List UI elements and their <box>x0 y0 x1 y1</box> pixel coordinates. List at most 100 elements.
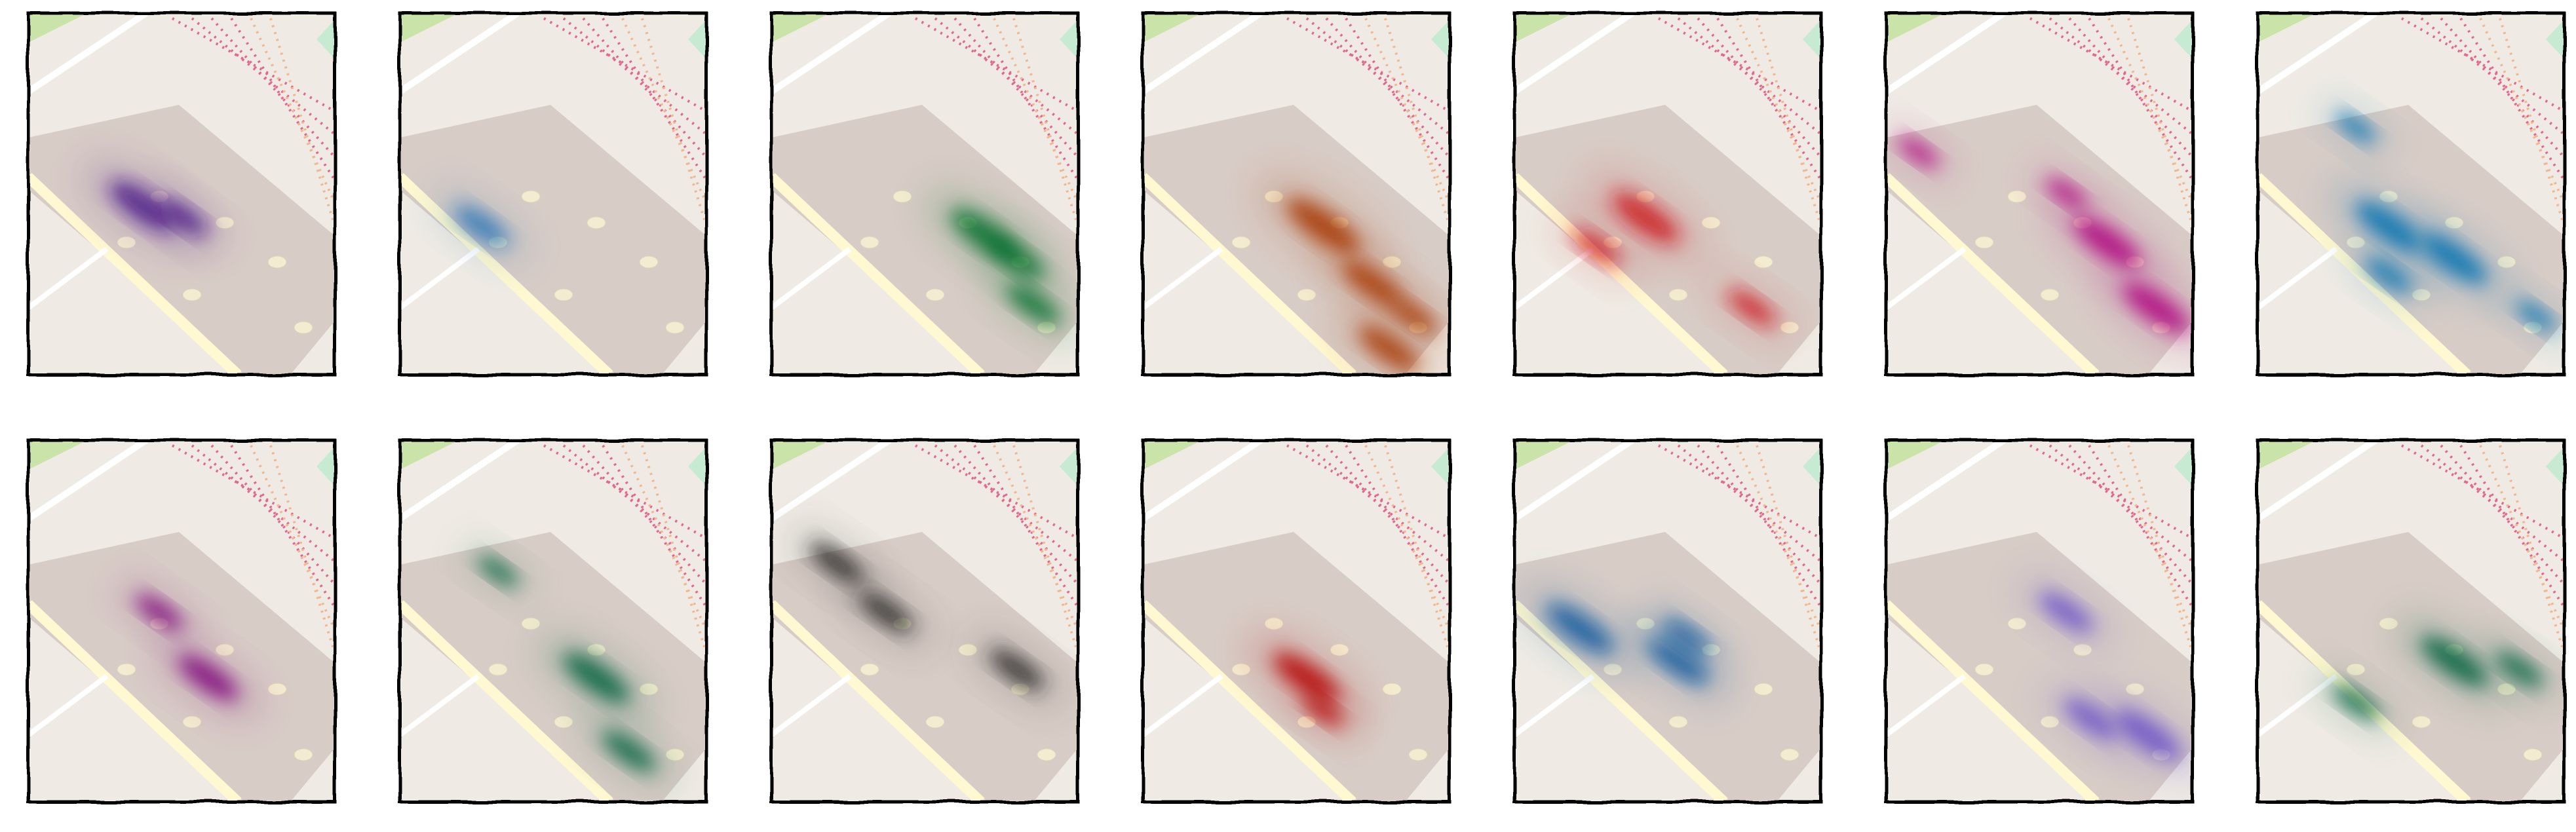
heat-spot <box>1007 284 1060 325</box>
heat-spot <box>1898 137 1939 168</box>
heat-spot <box>1303 695 1343 726</box>
rail <box>641 18 706 227</box>
building <box>639 255 659 269</box>
map-panel <box>769 11 1080 377</box>
rail <box>1345 17 1450 181</box>
rail <box>230 17 335 181</box>
rail <box>230 444 335 609</box>
park <box>2258 440 2316 470</box>
heatmap <box>1245 630 1368 740</box>
park <box>2546 20 2564 59</box>
park <box>1431 447 1450 486</box>
rail <box>2499 18 2564 227</box>
road <box>1143 13 1263 95</box>
rail <box>973 444 1078 609</box>
road <box>1886 246 1967 311</box>
rail <box>2420 444 2564 563</box>
map-content <box>1143 13 1450 375</box>
rail <box>1012 445 1078 654</box>
panel-border <box>2256 438 2566 804</box>
rail <box>1736 18 1821 204</box>
rail <box>250 18 335 204</box>
rail <box>2499 445 2564 654</box>
map-content <box>400 13 706 375</box>
road <box>771 246 852 311</box>
park <box>28 13 87 43</box>
heat-spot <box>2074 217 2140 268</box>
map-panel <box>1141 438 1451 804</box>
road <box>771 173 985 375</box>
rail <box>2088 17 2193 181</box>
heat-spot <box>859 592 913 632</box>
building <box>294 748 313 761</box>
road <box>1143 246 1223 311</box>
rail <box>621 445 706 631</box>
park <box>1143 440 1202 470</box>
heatmap <box>1518 580 1734 705</box>
park <box>1803 20 1821 59</box>
building <box>488 663 508 676</box>
rail <box>602 17 706 181</box>
building <box>521 190 541 203</box>
panel-border <box>26 11 337 377</box>
heatmap <box>81 158 227 255</box>
park <box>688 447 706 486</box>
building <box>1668 715 1688 728</box>
heat-spot <box>178 655 239 700</box>
road <box>1886 13 2006 95</box>
park <box>1886 13 1945 43</box>
panel-border <box>1141 11 1451 377</box>
building <box>860 236 879 249</box>
rail <box>1364 445 1450 631</box>
building <box>586 216 606 229</box>
panel-border <box>398 438 708 804</box>
park <box>1514 13 1573 43</box>
heat-spot <box>2365 257 2412 293</box>
station-area <box>2258 532 2564 802</box>
park <box>317 20 335 59</box>
heat-spot <box>1729 290 1775 326</box>
panel-border <box>1141 438 1451 804</box>
heat-spot <box>990 238 1044 279</box>
heat-spot <box>602 731 656 772</box>
rail <box>191 17 335 136</box>
heat-spot <box>990 649 1044 690</box>
building <box>1382 683 1402 696</box>
rail <box>191 444 335 563</box>
map-content <box>771 13 1078 375</box>
rail <box>934 444 1078 563</box>
map-content <box>2258 440 2564 802</box>
rail <box>269 18 335 227</box>
heat-spot <box>2123 282 2189 333</box>
heat-spot <box>1573 229 1620 265</box>
rail <box>993 445 1078 631</box>
road <box>28 173 242 375</box>
map-content <box>1886 13 2193 375</box>
map-panel <box>398 438 708 804</box>
heat-spot <box>455 206 509 246</box>
park <box>1803 447 1821 486</box>
rail <box>1756 18 1821 227</box>
building <box>521 617 541 630</box>
building <box>1408 748 1428 761</box>
rail <box>2420 17 2564 136</box>
rail <box>2127 18 2193 227</box>
building <box>665 321 685 334</box>
building <box>1780 748 1799 761</box>
building <box>117 236 136 249</box>
road <box>400 600 613 802</box>
road <box>1886 600 2100 802</box>
park <box>400 13 459 43</box>
panel-border <box>769 438 1080 804</box>
rail <box>2088 444 2193 609</box>
park <box>1514 440 1573 470</box>
heat-spot <box>1286 199 1360 254</box>
rail <box>1305 17 1450 136</box>
building <box>925 715 945 728</box>
heatmap <box>788 525 1066 708</box>
map-panel <box>398 11 708 377</box>
rail <box>562 444 706 563</box>
map-panel <box>769 438 1080 804</box>
park <box>1431 20 1450 59</box>
